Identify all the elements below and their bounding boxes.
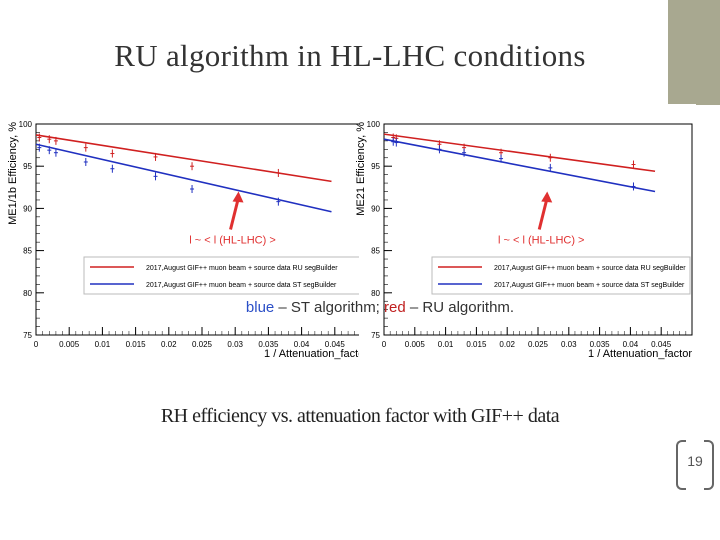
fit-line-RU (35, 134, 332, 183)
x-tick-label: 0.02 (161, 340, 177, 349)
x-tick-label: 0.03 (227, 340, 243, 349)
red-label: red (384, 299, 406, 316)
x-tick-label: 0.005 (405, 340, 426, 349)
x-tick-label: 0.01 (438, 340, 454, 349)
page-number-badge: 19 (676, 440, 714, 490)
fit-line-ST (383, 138, 656, 193)
x-tick-label: 0.035 (258, 340, 279, 349)
x-tick-label: 0.04 (294, 340, 310, 349)
x-tick-label: 0.025 (528, 340, 549, 349)
panel-background (4, 104, 366, 362)
x-tick-label: 0.005 (59, 340, 80, 349)
y-tick-label: 75 (371, 331, 380, 340)
x-tick-label: 0.01 (95, 340, 111, 349)
y-tick-label: 90 (23, 204, 32, 213)
chart-panel-1: 75 80 85 90 95 100 0 0.005 0.01 0.015 0.02 0.025 0.0… (4, 104, 369, 362)
x-tick-label: 0.015 (466, 340, 487, 349)
x-axis-label: 1 / Attenuation_factor (264, 348, 368, 360)
y-tick-label: 80 (371, 289, 380, 298)
annotation-arrow (537, 197, 549, 230)
annotation-arrowhead (541, 191, 553, 203)
y-tick-label: 80 (23, 289, 32, 298)
panel-background (359, 104, 696, 362)
chart-panel-2: 75 80 85 90 95 100 0 0.005 0.01 0.015 0.02 0.025 0.0… (355, 104, 696, 362)
algorithm-legend-text: blue – ST algorithm; red – RU algorithm. (0, 299, 720, 316)
legend-box (83, 256, 367, 295)
y-tick-label: 100 (19, 120, 33, 129)
x-tick-label: 0 (34, 340, 39, 349)
x-tick-label: 0.015 (126, 340, 147, 349)
x-tick-label: 0.045 (651, 340, 672, 349)
x-tick-label: 0.04 (623, 340, 639, 349)
x-tick-label: 0.045 (325, 340, 346, 349)
decorative-sidebar (668, 0, 720, 105)
ru-label: – RU algorithm. (405, 299, 515, 316)
charts-area: 75 80 85 90 95 100 0 0.005 0.01 0.015 0.02 0.025 0.0… (4, 104, 696, 362)
legend-entry: 2017,August GIF++ muon beam + source dat… (494, 265, 686, 272)
x-tick-label: 0.025 (192, 340, 213, 349)
y-tick-label: 85 (371, 247, 380, 256)
y-tick-label: 95 (23, 162, 32, 171)
y-axis-label: ME21 Efficiency, % (355, 122, 367, 216)
fit-line-RU (383, 133, 656, 173)
x-tick-label: 0.03 (561, 340, 577, 349)
st-label: – ST algorithm; (274, 299, 385, 316)
legend-entry: 2017,August GIF++ muon beam + source dat… (146, 265, 338, 272)
x-tick-label: 0 (382, 340, 387, 349)
x-tick-label: 0.035 (590, 340, 611, 349)
slide-caption: RH efficiency vs. attenuation factor wit… (160, 405, 560, 427)
slide-title: RU algorithm in HL-LHC conditions (114, 38, 586, 73)
annotation-text: l ~ < l (HL-LHC) > (189, 235, 276, 247)
x-tick-label: 0.02 (499, 340, 515, 349)
legend-box (431, 256, 691, 295)
y-axis-label: ME1/1b Efficiency, % (7, 122, 19, 225)
legend-entry: 2017,August GIF++ muon beam + source dat… (494, 282, 685, 289)
y-tick-label: 95 (371, 162, 380, 171)
y-tick-label: 90 (371, 204, 380, 213)
legend-entry: 2017,August GIF++ muon beam + source dat… (146, 282, 337, 289)
annotation-text: l ~ < l (HL-LHC) > (498, 235, 585, 247)
y-tick-label: 85 (23, 247, 32, 256)
y-tick-label: 100 (367, 120, 381, 129)
x-axis-label: 1 / Attenuation_factor (588, 348, 692, 360)
y-tick-label: 75 (23, 331, 32, 340)
fit-line-ST (35, 143, 332, 213)
annotation-arrow (229, 197, 240, 230)
page-number: 19 (687, 453, 703, 469)
blue-label: blue (245, 299, 275, 316)
annotation-arrowhead (232, 191, 244, 203)
